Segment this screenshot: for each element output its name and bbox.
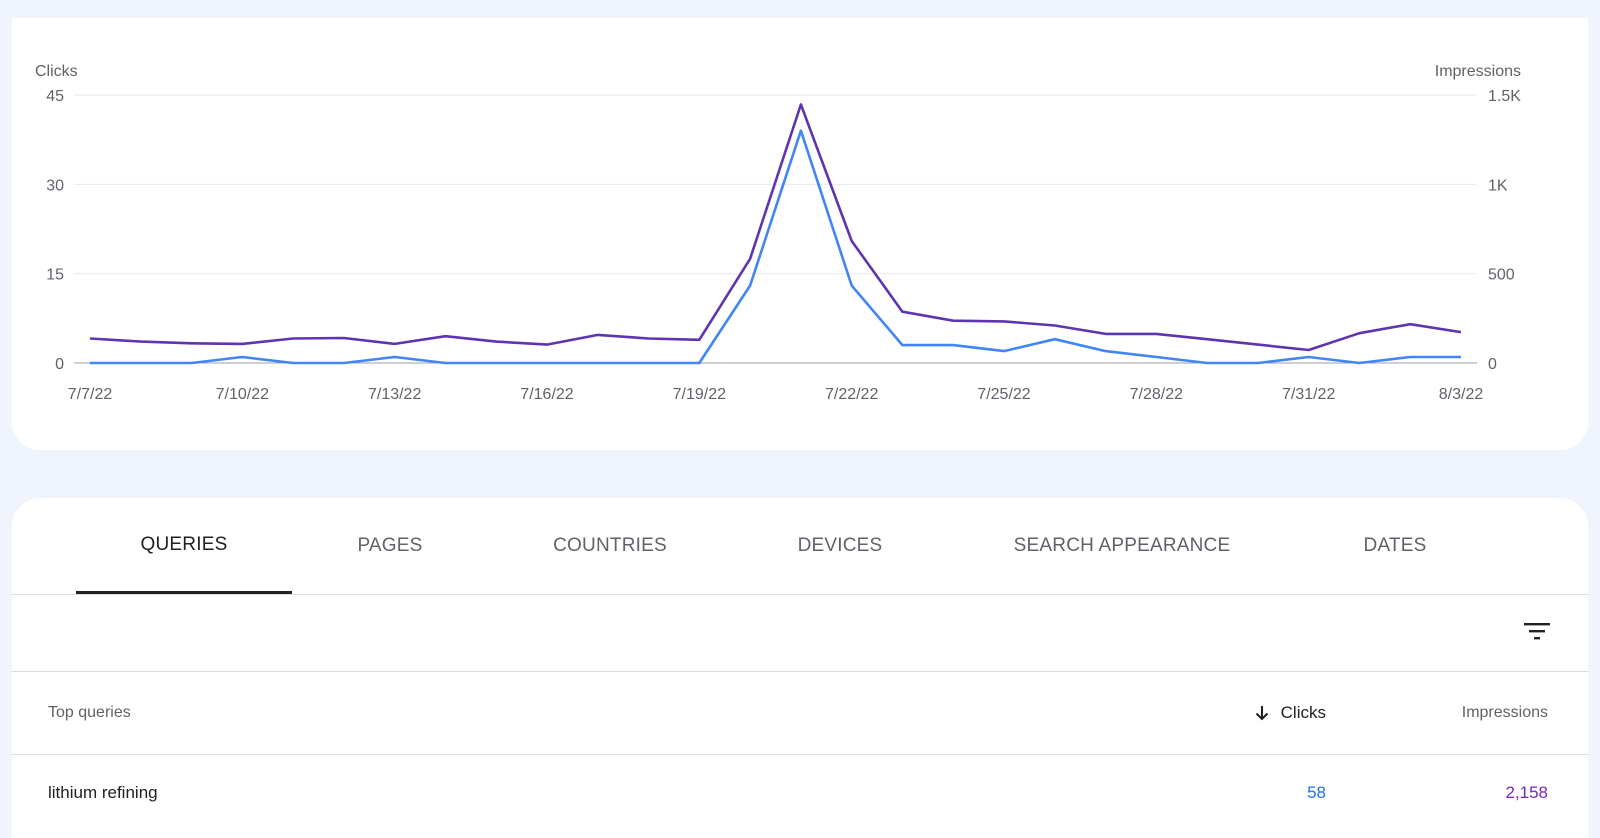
- x-tick-label: 7/19/22: [673, 386, 726, 403]
- y-left-tick-label: 30: [46, 177, 64, 194]
- y-right-axis-label: Impressions: [1435, 63, 1521, 80]
- x-tick-label: 7/22/22: [825, 386, 878, 403]
- column-header-impressions[interactable]: Impressions: [1461, 704, 1548, 721]
- performance-chart: 0 0 15 500 30 1K 45 1.5K Clicks Impressions 7/7/22…: [35, 63, 1521, 403]
- column-header-top-queries: Top queries: [48, 704, 131, 721]
- column-header-clicks-label: Clicks: [1280, 703, 1326, 722]
- tab-queries[interactable]: QUERIES: [76, 498, 292, 594]
- y-right-tick-label: 1K: [1488, 177, 1508, 194]
- table-row[interactable]: lithium refining 58 2,158: [12, 755, 1588, 831]
- column-header-clicks[interactable]: Clicks: [1253, 672, 1326, 754]
- report-table-card: QUERIES PAGES COUNTRIES DEVICES SEARCH A…: [12, 498, 1588, 838]
- clicks-series-line: [90, 129, 1461, 365]
- query-cell: lithium refining: [48, 783, 158, 802]
- x-tick-label: 7/25/22: [977, 386, 1030, 403]
- clicks-cell: 58: [1307, 783, 1326, 802]
- dimension-tabs: QUERIES PAGES COUNTRIES DEVICES SEARCH A…: [12, 498, 1588, 595]
- x-tick-label: 7/31/22: [1282, 386, 1335, 403]
- x-tick-label: 7/10/22: [216, 386, 269, 403]
- y-left-tick-label: 15: [46, 267, 64, 284]
- impressions-series-line: [89, 103, 1462, 352]
- y-left-tick-label: 45: [46, 88, 64, 105]
- performance-chart-card: 0 0 15 500 30 1K 45 1.5K Clicks Impressions 7/7/22…: [12, 18, 1588, 450]
- arrow-downward-icon: [1253, 704, 1271, 722]
- x-tick-label: 7/28/22: [1130, 386, 1183, 403]
- tab-dates[interactable]: DATES: [1363, 535, 1427, 556]
- tab-countries[interactable]: COUNTRIES: [553, 535, 667, 556]
- tab-pages[interactable]: PAGES: [357, 535, 423, 556]
- y-left-tick-label: 0: [55, 356, 64, 373]
- x-tick-label: 8/3/22: [1439, 386, 1484, 403]
- x-tick-label: 7/13/22: [368, 386, 421, 403]
- filter-list-icon[interactable]: [1522, 616, 1552, 646]
- y-left-axis-label: Clicks: [35, 63, 78, 80]
- y-right-tick-label: 1.5K: [1488, 88, 1521, 105]
- tab-search-appearance[interactable]: SEARCH APPEARANCE: [1013, 535, 1231, 556]
- table-header: Top queries Clicks Impressions: [12, 672, 1588, 755]
- filter-bar: [12, 594, 1588, 672]
- x-tick-label: 7/7/22: [68, 386, 113, 403]
- y-right-tick-label: 500: [1488, 267, 1515, 284]
- tab-devices[interactable]: DEVICES: [797, 535, 883, 556]
- x-tick-label: 7/16/22: [520, 386, 573, 403]
- y-right-tick-label: 0: [1488, 356, 1497, 373]
- impressions-cell: 2,158: [1505, 783, 1548, 802]
